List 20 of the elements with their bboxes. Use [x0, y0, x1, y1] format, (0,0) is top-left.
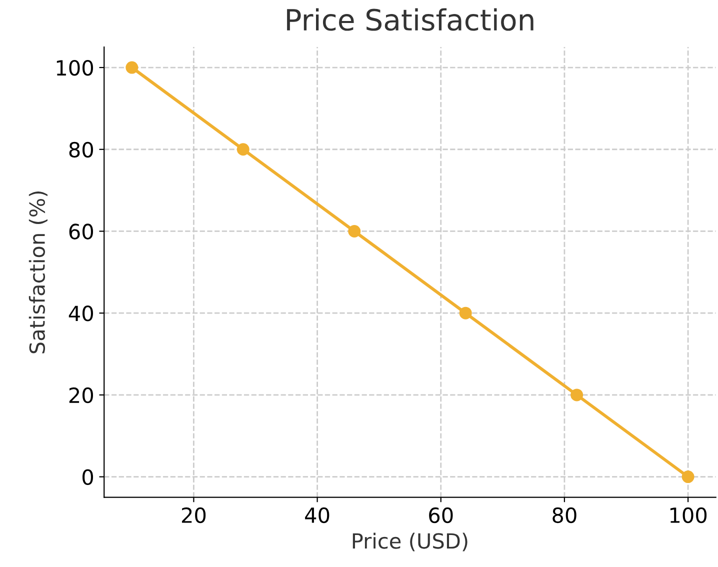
x-tick-label: 20 [182, 507, 206, 524]
point [459, 306, 472, 320]
point [682, 470, 694, 484]
point [348, 224, 361, 238]
y-tick-label: 20 [69, 387, 94, 404]
y-tick-label: 60 [69, 224, 94, 240]
x-tick-label: 100 [670, 507, 707, 524]
y-tick-label: 40 [68, 306, 94, 322]
x-axis-title: Price (USD) [352, 532, 468, 552]
chart-title: Price Satisfaction [287, 8, 534, 31]
point [126, 61, 138, 74]
y-axis-title: Satisfaction (%) [28, 191, 48, 354]
x-tick-label: 80 [552, 507, 576, 524]
x-tick-label: 60 [429, 507, 453, 524]
y-tick-label: 100 [56, 60, 94, 76]
y-tick-label: 80 [69, 142, 94, 158]
point [236, 143, 250, 156]
x-tick-label: 40 [305, 507, 330, 524]
y-tick-label: 0 [82, 469, 94, 486]
point [570, 388, 584, 402]
